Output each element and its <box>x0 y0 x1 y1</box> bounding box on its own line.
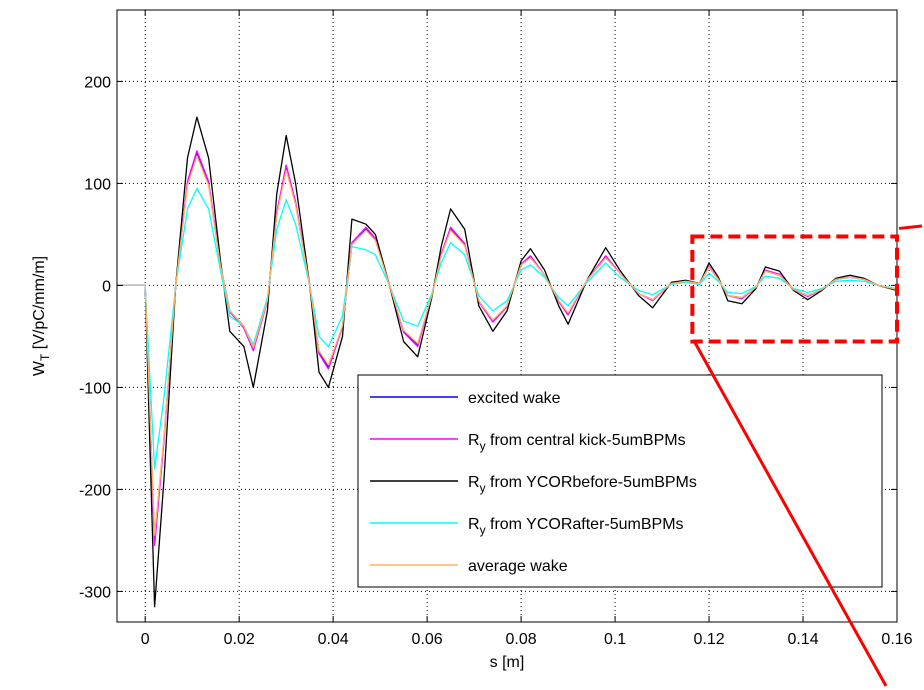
connector-line-upper <box>898 224 923 230</box>
x-tick-labels: 0 0.02 0.04 0.06 0.08 0.1 0.12 0.14 0.16 <box>141 631 913 648</box>
legend: excited wake Ry from central kick-5umBPMs… <box>357 374 883 588</box>
y-axis-label-unit: [V/pC/mm/m] <box>31 256 48 354</box>
series-line-4 <box>117 155 898 536</box>
x-tick-label: 0.16 <box>881 631 912 648</box>
x-tick-label: 0.02 <box>224 631 255 648</box>
plot-frame <box>116 9 898 623</box>
x-tick-label: 0 <box>141 631 150 648</box>
series-lines <box>117 116 898 608</box>
y-tick-label: 0 <box>102 278 111 295</box>
legend-entry-4: average wake <box>468 558 568 575</box>
x-tick-label: 0.12 <box>693 631 724 648</box>
connector-line-lower <box>693 340 888 687</box>
y-tick-label: 100 <box>84 176 111 193</box>
x-tick-label: 0.04 <box>318 631 349 648</box>
y-axis-label-sub: T <box>38 353 52 361</box>
x-tick-label: 0.14 <box>787 631 818 648</box>
series-line-2 <box>117 116 898 608</box>
y-tick-label: -100 <box>79 380 111 397</box>
legend-entry-0: excited wake <box>468 390 561 407</box>
x-axis-label: s [m] <box>490 654 525 671</box>
axes <box>116 9 898 623</box>
x-tick-label: 0.08 <box>506 631 537 648</box>
legend-entry-1: Ry from central kick-5umBPMs <box>468 432 686 453</box>
y-tick-label: -200 <box>79 482 111 499</box>
legend-entry-2: Ry from YCORbefore-5umBPMs <box>468 474 697 495</box>
y-tick-label: 200 <box>84 74 111 91</box>
zoom-rectangle <box>690 234 900 344</box>
y-tick-label: -300 <box>79 584 111 601</box>
y-axis-label: WT [V/pC/mm/m] <box>31 256 52 376</box>
x-tick-label: 0.06 <box>412 631 443 648</box>
y-axis-label-main: W <box>31 360 48 376</box>
y-tick-labels: -300 -200 -100 0 100 200 <box>79 74 111 601</box>
zoom-annotation <box>690 224 923 687</box>
legend-entry-3: Ry from YCORafter-5umBPMs <box>468 516 684 537</box>
x-tick-label: 0.1 <box>604 631 626 648</box>
